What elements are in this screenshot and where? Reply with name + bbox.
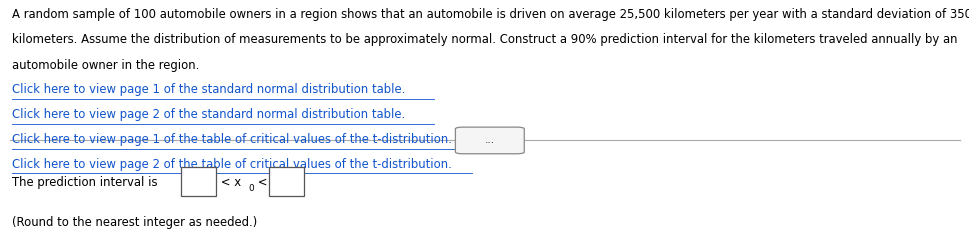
- FancyBboxPatch shape: [454, 128, 523, 154]
- Text: (Round to the nearest integer as needed.): (Round to the nearest integer as needed.…: [12, 215, 257, 228]
- Text: The prediction interval is: The prediction interval is: [12, 175, 161, 188]
- Text: <: <: [254, 175, 271, 188]
- Text: Click here to view page 2 of the table of critical values of the t-distribution.: Click here to view page 2 of the table o…: [12, 157, 451, 170]
- Text: < x: < x: [217, 175, 241, 188]
- FancyBboxPatch shape: [268, 167, 303, 196]
- Text: kilometers. Assume the distribution of measurements to be approximately normal. : kilometers. Assume the distribution of m…: [12, 33, 956, 46]
- Text: Click here to view page 2 of the standard normal distribution table.: Click here to view page 2 of the standar…: [12, 108, 404, 121]
- Text: automobile owner in the region.: automobile owner in the region.: [12, 58, 199, 71]
- Text: 0: 0: [248, 183, 254, 192]
- Text: ...: ...: [484, 135, 494, 145]
- Text: .: .: [301, 175, 305, 188]
- Text: Click here to view page 1 of the table of critical values of the t-distribution.: Click here to view page 1 of the table o…: [12, 132, 452, 145]
- Text: A random sample of 100 automobile owners in a region shows that an automobile is: A random sample of 100 automobile owners…: [12, 8, 969, 21]
- FancyBboxPatch shape: [181, 167, 216, 196]
- Text: Click here to view page 1 of the standard normal distribution table.: Click here to view page 1 of the standar…: [12, 83, 405, 96]
